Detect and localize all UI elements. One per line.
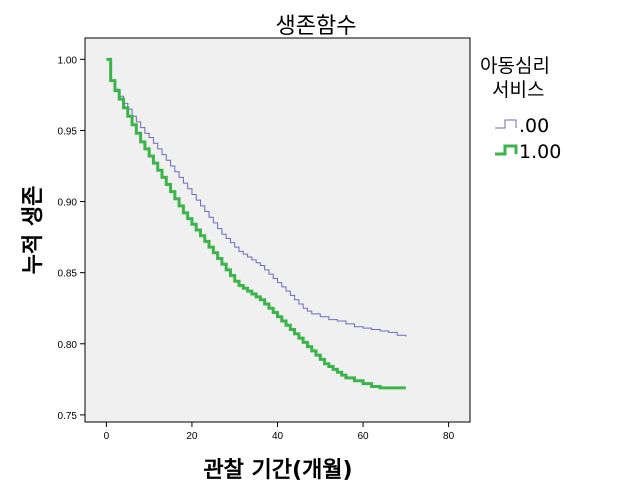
x-tick-label: 0 (104, 431, 110, 442)
x-tick-label: 60 (357, 431, 369, 442)
x-axis-title: 관찰 기간(개월) (203, 458, 352, 483)
x-tick-label: 80 (443, 431, 455, 442)
y-tick-label: 0.90 (58, 198, 78, 209)
legend: 아동심리 서비스 .00 1.00 (480, 55, 561, 163)
y-tick-label: 0.85 (58, 269, 78, 280)
plot-area (84, 37, 471, 423)
legend-swatch (495, 119, 517, 129)
legend-label: .00 (519, 115, 549, 137)
y-tick-label: 0.75 (58, 411, 78, 422)
x-axis: 0 20 40 60 80 (104, 422, 455, 442)
y-axis: 0.75 0.80 0.85 0.90 0.95 1.00 (58, 55, 85, 422)
y-axis-title: 누적 생존 (21, 186, 46, 275)
legend-title-line1: 아동심리 (480, 55, 550, 77)
chart-title: 생존함수 (276, 14, 357, 39)
survival-curve-series-1 (106, 57, 406, 390)
legend-label: 1.00 (519, 141, 561, 163)
y-tick-label: 0.95 (58, 126, 78, 137)
x-tick-label: 20 (186, 431, 198, 442)
x-tick-label: 40 (272, 431, 284, 442)
legend-swatch (495, 144, 518, 156)
survival-curves (106, 57, 407, 390)
legend-title-line2: 서비스 (492, 79, 544, 101)
y-tick-label: 0.80 (58, 340, 78, 351)
survival-curve-series-0 (106, 58, 407, 337)
y-tick-label: 1.00 (58, 55, 78, 66)
